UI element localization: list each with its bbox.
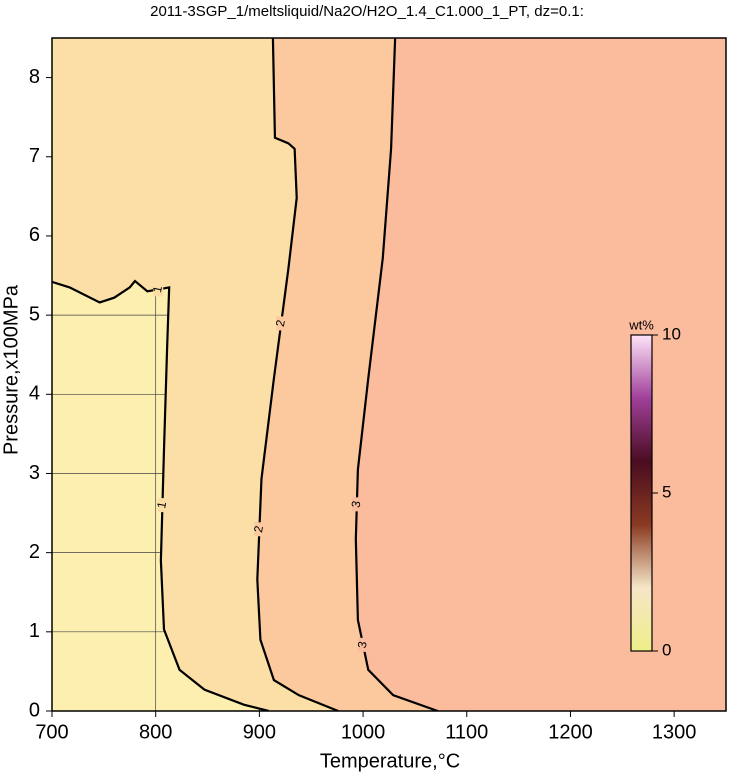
y-tick-label: 2 [29,541,40,563]
colorbar-tick-label: 0 [662,640,671,659]
contour-label-bg [153,282,164,297]
colorbar-tick-label: 5 [662,482,671,501]
y-tick-label: 8 [29,66,40,88]
x-tick-label: 1300 [652,721,697,743]
y-tick-label: 3 [29,462,40,484]
x-tick-label: 1100 [445,721,488,743]
contour-label: 2 [251,524,266,533]
x-tick-label: 1000 [341,721,386,743]
contour-line [256,38,339,711]
y-tick-label: 7 [29,145,40,167]
contour-label: 1 [150,284,165,293]
x-tick-label: 1200 [548,721,593,743]
contour-label: 3 [355,640,370,649]
colorbar-label: wt% [628,317,654,332]
contour-line [52,279,269,711]
contour-label: 2 [273,318,288,327]
contour-label: 3 [349,499,364,508]
y-tick-label: 0 [29,699,40,721]
contour-label-bg [276,316,287,331]
contour-label: 1 [154,500,169,509]
y-tick-label: 6 [29,224,40,246]
contour-label-bg [351,497,362,512]
x-axis-label: Temperature,°C [320,750,460,772]
x-tick-label: 800 [139,721,172,743]
x-tick-label: 700 [35,721,68,743]
x-tick-label: 900 [243,721,276,743]
contour-label-bg [157,498,168,513]
y-tick-label: 1 [29,620,40,642]
y-tick-label: 5 [29,303,40,325]
contour-label-bg [358,637,369,652]
colorbar-tick-label: 10 [662,324,681,343]
contour-zone [355,38,726,711]
contour-label-bg [254,522,265,537]
chart-title: 2011-3SGP_1/meltsliquid/Na2O/H2O_1.4_C1.… [150,3,584,20]
y-tick-label: 4 [29,383,40,405]
plot-frame [51,37,727,712]
y-axis-label: Pressure,x100MPa [0,284,22,455]
colorbar [630,334,653,652]
plot-area [52,38,726,711]
